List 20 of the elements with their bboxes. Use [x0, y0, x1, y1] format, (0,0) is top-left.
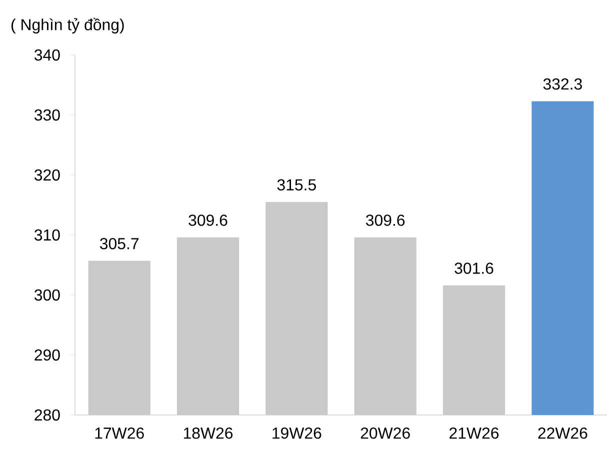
- x-tick-label: 18W26: [184, 428, 233, 439]
- x-tick-label: 21W26: [450, 428, 499, 439]
- data-label: 309.6: [188, 214, 228, 226]
- x-tick-label: 20W26: [360, 428, 410, 439]
- data-label: 315.5: [277, 179, 316, 190]
- y-axis-title: ( Nghìn tỷ đồng): [11, 18, 124, 34]
- data-label: 309.6: [366, 214, 405, 226]
- y-tick-label: 300: [34, 289, 60, 301]
- x-tick-label: 19W26: [272, 428, 322, 439]
- y-tick-label: 320: [34, 169, 60, 181]
- y-tick-label: 310: [34, 229, 60, 241]
- x-tick-label: 17W26: [95, 428, 144, 439]
- data-label: 305.7: [100, 238, 138, 250]
- y-tick-label: 340: [34, 49, 60, 61]
- y-tick-label: 290: [34, 349, 60, 361]
- y-tick-label: 280: [34, 409, 60, 421]
- y-tick-label: 330: [34, 109, 60, 121]
- data-label: 332.3: [543, 78, 582, 90]
- x-tick-label: 22W26: [538, 428, 588, 439]
- data-label: 301.6: [454, 262, 494, 274]
